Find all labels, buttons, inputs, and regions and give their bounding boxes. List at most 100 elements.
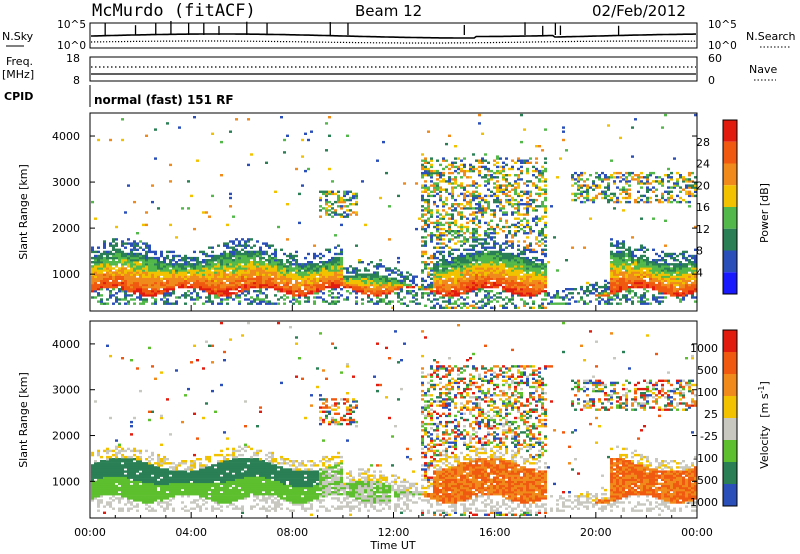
power-cell: [280, 263, 283, 266]
power-cell: [109, 294, 112, 297]
power-cell: [679, 176, 682, 179]
power-cell: [625, 288, 628, 291]
power-cell: [430, 283, 433, 287]
power-cell: [493, 186, 496, 189]
power-cell: [598, 186, 601, 189]
power-cell: [493, 246, 496, 249]
power-cell: [319, 285, 322, 289]
power-cell: [103, 261, 106, 264]
power-cell: [454, 207, 457, 210]
power-cell: [424, 252, 427, 256]
power-cell: [628, 250, 631, 254]
power-cell: [463, 279, 466, 283]
power-cell: [682, 292, 685, 295]
power-cell: [442, 296, 445, 299]
power-cell: [616, 240, 619, 243]
power-cell: [667, 176, 670, 179]
power-cell: [532, 281, 535, 285]
power-cell: [508, 267, 511, 270]
power-cell: [211, 281, 214, 285]
power-cell: [484, 211, 487, 214]
power-cell: [166, 302, 169, 305]
power-cell: [472, 180, 475, 183]
power-cell: [253, 259, 256, 262]
power-cell: [640, 198, 643, 202]
power-cell: [526, 267, 529, 270]
power-cell: [166, 265, 169, 268]
power-cell: [319, 209, 322, 212]
power-cell: [142, 288, 145, 291]
power-cell: [526, 302, 529, 305]
power-cell: [244, 267, 247, 270]
power-cell: [241, 252, 244, 256]
power-cell: [277, 261, 280, 264]
power-cell: [301, 294, 304, 297]
power-cell: [244, 259, 247, 262]
power-cell: [571, 288, 574, 291]
power-cell: [439, 250, 442, 254]
power-cell: [565, 294, 568, 297]
power-cell: [139, 277, 142, 280]
power-cell: [238, 279, 241, 283]
power-cell: [139, 283, 142, 287]
power-cell: [379, 277, 382, 280]
power-cell: [166, 292, 169, 295]
power-cell: [97, 138, 100, 142]
power-cell: [259, 267, 262, 270]
power-cell: [256, 285, 259, 289]
power-cell: [367, 263, 370, 266]
power-cell: [523, 232, 526, 235]
power-cell: [562, 302, 565, 305]
power-cell: [124, 242, 127, 245]
power-cell: [460, 227, 463, 231]
power-cell: [241, 267, 244, 270]
power-cell: [397, 273, 400, 276]
power-cell: [322, 298, 325, 301]
power-cell: [91, 273, 94, 276]
power-cell: [514, 261, 517, 264]
power-cell: [124, 288, 127, 291]
power-cell: [130, 261, 133, 264]
power-cell: [535, 167, 538, 171]
power-cell: [490, 236, 493, 239]
power-cell: [505, 213, 508, 216]
power-cell: [451, 190, 454, 193]
power-cell: [433, 263, 436, 266]
power-cell: [460, 259, 463, 262]
power-cell: [340, 269, 343, 272]
power-cell: [670, 292, 673, 295]
power-cell: [499, 283, 502, 287]
power-cell: [100, 263, 103, 266]
power-cell: [244, 252, 247, 256]
power-cell: [457, 281, 460, 285]
power-cell: [457, 240, 460, 243]
power-cell: [544, 271, 547, 274]
nave-right-tick-bottom: 0: [708, 74, 715, 87]
power-cell: [370, 283, 373, 287]
power-cell: [400, 281, 403, 285]
power-cell: [535, 250, 538, 254]
power-cell: [502, 192, 505, 196]
power-cell: [319, 205, 322, 208]
power-cell: [232, 285, 235, 289]
power-cell: [256, 263, 259, 266]
power-cell: [433, 200, 436, 204]
power-cell: [505, 306, 508, 309]
power-cell: [637, 279, 640, 283]
power-cell: [409, 290, 412, 293]
power-cell: [637, 277, 640, 280]
power-cell: [529, 227, 532, 231]
power-cell: [322, 281, 325, 285]
power-cell: [490, 238, 493, 241]
power-cell: [217, 294, 220, 297]
power-cell: [610, 263, 613, 266]
power-cell: [169, 273, 172, 276]
power-cell: [664, 219, 667, 222]
power-cell: [349, 196, 352, 200]
power-cell: [235, 259, 238, 262]
power-cell: [265, 265, 268, 268]
power-cell: [397, 269, 400, 272]
power-cell: [91, 265, 94, 268]
power-cell: [529, 232, 532, 235]
power-cell: [160, 269, 163, 272]
